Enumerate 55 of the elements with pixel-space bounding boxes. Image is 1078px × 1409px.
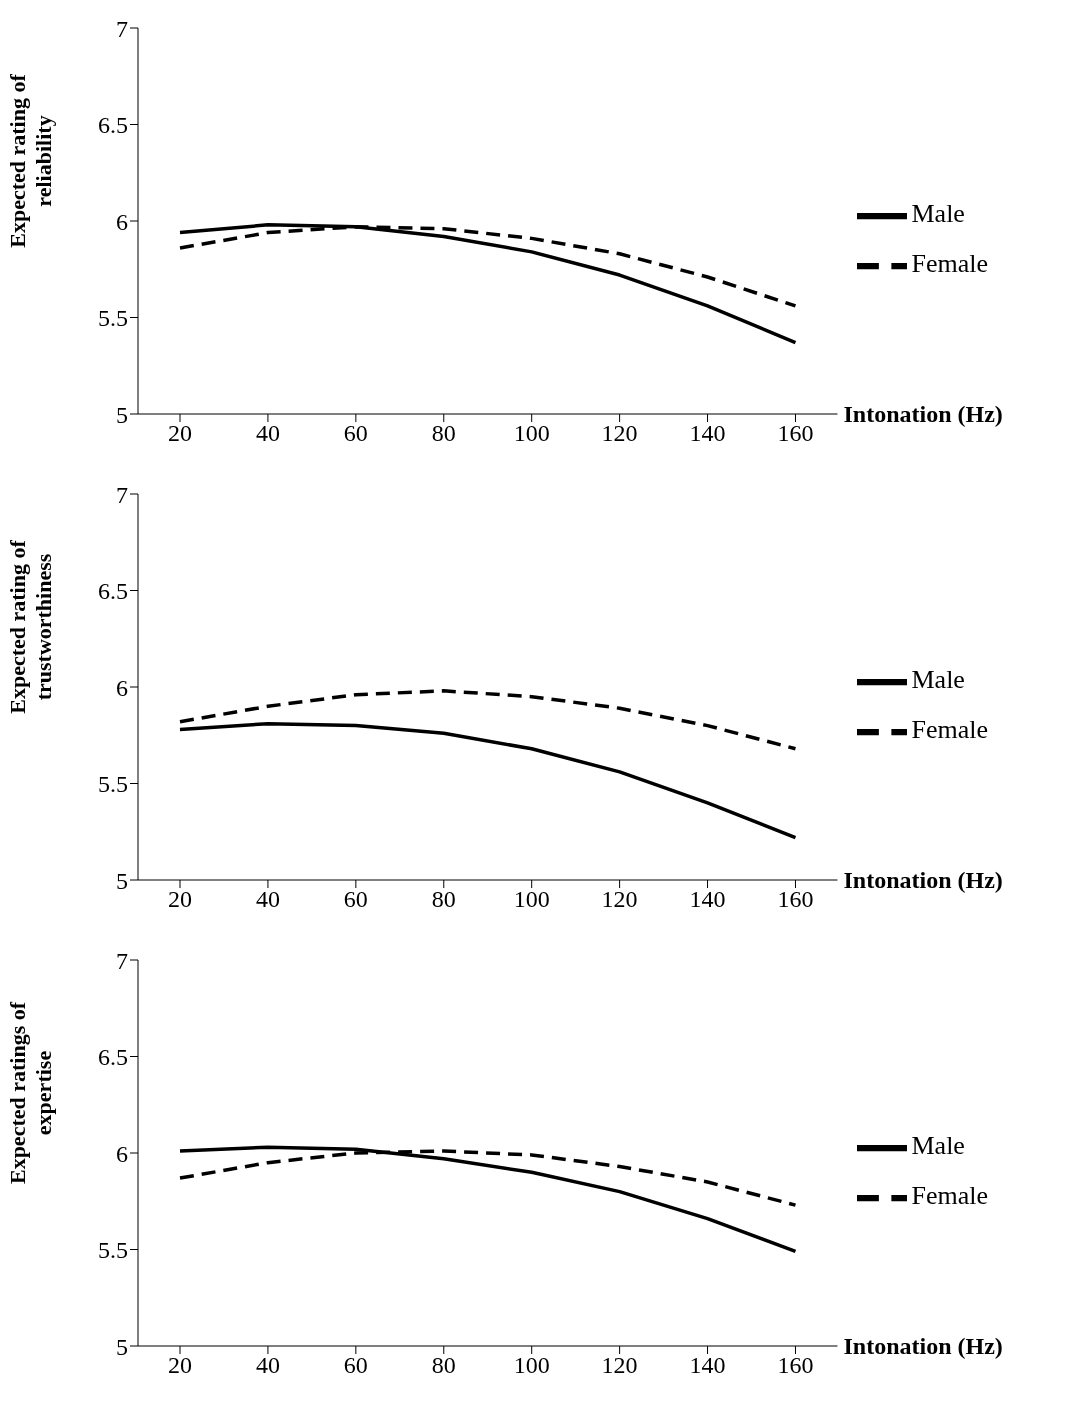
x-tick-label: 40 bbox=[255, 1352, 280, 1379]
x-tick-label: 20 bbox=[168, 886, 192, 913]
y-axis-title: Expected rating of trustworthiness bbox=[5, 539, 56, 714]
x-tick-label: 120 bbox=[601, 1352, 638, 1379]
legend-label: Male bbox=[911, 1130, 965, 1160]
x-tick-label: 80 bbox=[431, 1352, 456, 1379]
x-tick-label: 60 bbox=[343, 420, 368, 447]
x-tick-label: 160 bbox=[777, 1352, 814, 1379]
x-tick-label: 80 bbox=[431, 420, 456, 447]
y-tick-label: 6.5 bbox=[98, 578, 128, 605]
x-tick-label: 40 bbox=[255, 420, 280, 447]
y-tick-label: 6.5 bbox=[98, 1044, 128, 1071]
x-axis-title: Intonation (Hz) bbox=[843, 401, 1003, 427]
y-tick-label: 6 bbox=[116, 674, 128, 701]
line-series bbox=[178, 721, 798, 840]
y-tick-label: 7 bbox=[116, 15, 128, 42]
y-tick-label: 5 bbox=[116, 1333, 128, 1360]
line-series bbox=[178, 1145, 798, 1254]
y-tick-label: 5.5 bbox=[98, 1237, 128, 1264]
x-tick-label: 140 bbox=[689, 420, 726, 447]
y-tick-label: 5.5 bbox=[98, 305, 128, 332]
x-tick-label: 60 bbox=[343, 1352, 368, 1379]
x-tick-label: 120 bbox=[601, 886, 638, 913]
x-tick-label: 160 bbox=[777, 420, 814, 447]
x-axis-title: Intonation (Hz) bbox=[843, 1333, 1003, 1359]
x-tick-label: 100 bbox=[513, 1352, 550, 1379]
x-tick-label: 100 bbox=[513, 420, 550, 447]
x-tick-label: 40 bbox=[255, 886, 280, 913]
y-tick-label: 7 bbox=[116, 947, 128, 974]
x-tick-label: 140 bbox=[689, 1352, 726, 1379]
y-tick-label: 7 bbox=[116, 481, 128, 508]
x-tick-label: 20 bbox=[168, 1352, 192, 1379]
x-tick-label: 140 bbox=[689, 886, 726, 913]
x-axis-title: Intonation (Hz) bbox=[843, 867, 1003, 893]
legend-label: Female bbox=[911, 1180, 988, 1210]
x-tick-label: 20 bbox=[168, 420, 192, 447]
y-tick-label: 5 bbox=[116, 401, 128, 428]
legend-label: Male bbox=[911, 198, 965, 228]
line-series bbox=[178, 223, 798, 345]
legend-label: Female bbox=[911, 714, 988, 744]
y-axis-title: Expected rating of reliability bbox=[5, 73, 56, 248]
y-tick-label: 6.5 bbox=[98, 112, 128, 139]
y-tick-label: 5 bbox=[116, 867, 128, 894]
x-tick-label: 80 bbox=[431, 886, 456, 913]
y-tick-label: 5.5 bbox=[98, 771, 128, 798]
line-series bbox=[178, 689, 798, 751]
y-tick-label: 6 bbox=[116, 1140, 128, 1167]
x-tick-label: 160 bbox=[777, 886, 814, 913]
x-tick-label: 100 bbox=[513, 886, 550, 913]
legend-label: Male bbox=[911, 664, 965, 694]
y-tick-label: 6 bbox=[116, 208, 128, 235]
x-tick-label: 120 bbox=[601, 420, 638, 447]
y-axis-title: Expected ratings of expertise bbox=[5, 1001, 56, 1185]
legend-label: Female bbox=[911, 248, 988, 278]
x-tick-label: 60 bbox=[343, 886, 368, 913]
